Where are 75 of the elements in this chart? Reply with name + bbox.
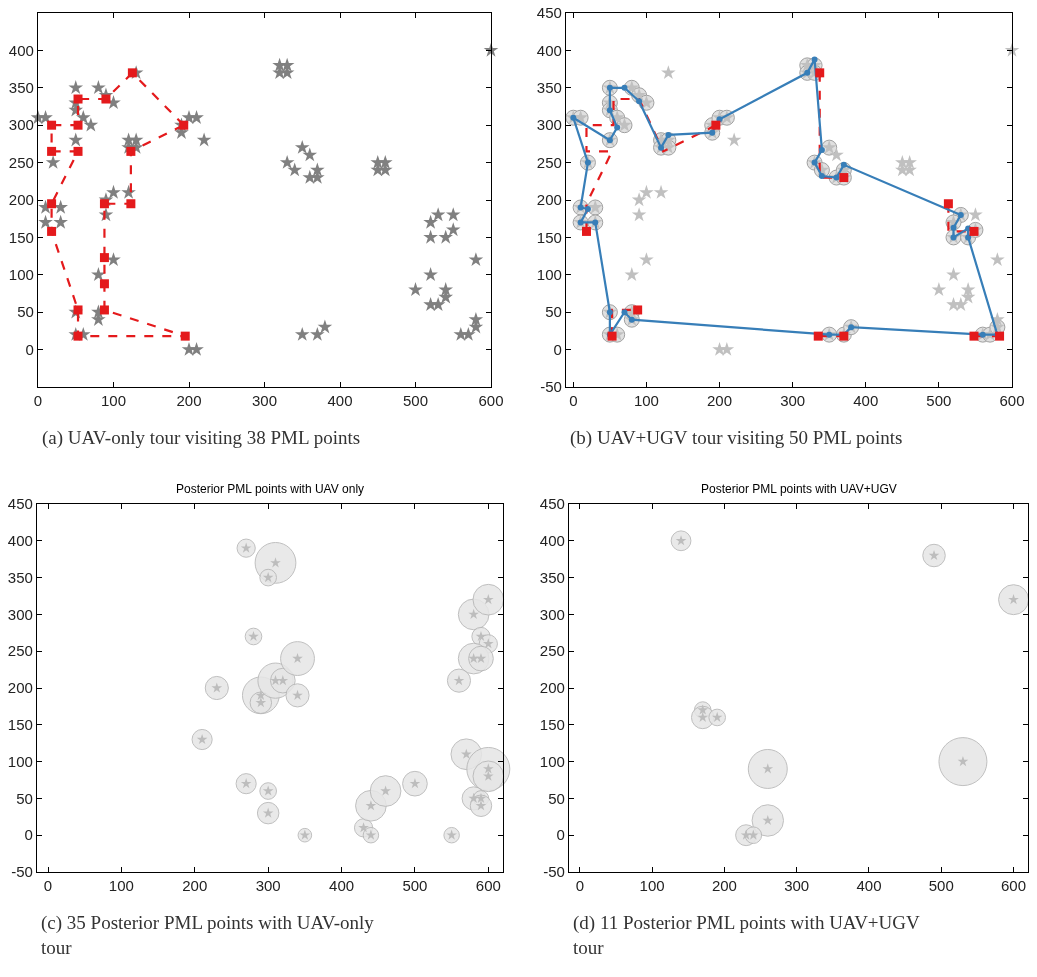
x-tick-label: 200 (176, 392, 202, 410)
y-tick-label: 300 (539, 605, 565, 623)
y-tick-label: 150 (539, 716, 565, 734)
x-tick-label: 100 (639, 877, 665, 895)
x-tick-label: 300 (784, 877, 810, 895)
y-tick-label: 400 (539, 532, 565, 550)
y-tick-label: 0 (25, 340, 34, 358)
chart-title: Posterior PML points with UAV+UGV (701, 482, 897, 496)
y-tick-label: 450 (536, 4, 562, 22)
y-tick-label: 250 (8, 153, 34, 171)
x-tick-label: 0 (575, 877, 585, 895)
x-tick-label: 500 (928, 877, 954, 895)
x-tick-label: 300 (780, 392, 806, 410)
y-tick-label: 0 (24, 826, 33, 844)
x-tick-label: 200 (182, 877, 208, 895)
y-tick-label: 300 (8, 116, 34, 134)
y-tick-label: 400 (7, 532, 33, 550)
y-tick-label: -50 (11, 863, 33, 881)
text: (c) 35 Posterior PML points with UAV-only tour (41, 912, 375, 958)
x-tick-label: 100 (108, 877, 134, 895)
y-tick-label: 350 (536, 79, 562, 97)
x-tick-label: 600 (1001, 877, 1027, 895)
x-tick-label: 400 (853, 392, 879, 410)
x-tick-label: 0 (569, 392, 578, 410)
y-tick-label: 250 (539, 642, 565, 660)
y-tick-label: 350 (8, 79, 34, 97)
x-tick-label: 100 (633, 392, 659, 410)
x-tick-label: 300 (251, 392, 278, 410)
y-tick-label: 50 (16, 789, 33, 807)
text: (d) 11 Posterior PML points with UAV+UGV tour (573, 912, 921, 958)
y-tick-label: 150 (536, 228, 562, 246)
y-tick-label: 100 (7, 752, 33, 770)
x-tick-label: 400 (329, 877, 355, 895)
y-tick-label: -50 (543, 863, 565, 881)
y-tick-label: 200 (539, 679, 565, 697)
x-tick-label: 100 (100, 392, 127, 410)
y-tick-label: 50 (545, 303, 562, 321)
x-tick-label: 200 (707, 392, 733, 410)
x-tick-label: 400 (327, 392, 353, 410)
y-tick-label: 400 (536, 41, 562, 59)
y-tick-label: 350 (7, 568, 33, 586)
y-tick-label: 250 (7, 642, 33, 660)
y-tick-label: 450 (7, 495, 33, 513)
y-tick-label: 150 (8, 228, 34, 246)
x-tick-label: 500 (402, 877, 428, 895)
y-tick-label: 0 (556, 826, 565, 844)
y-tick-label: 200 (7, 679, 33, 697)
y-tick-label: 200 (8, 191, 34, 209)
x-tick-label: 600 (478, 392, 504, 410)
y-tick-label: 250 (536, 153, 562, 171)
chart-title: Posterior PML points with UAV only (176, 482, 365, 496)
x-tick-label: 0 (43, 877, 53, 895)
y-tick-label: 300 (536, 116, 562, 134)
x-tick-label: 500 (402, 392, 429, 410)
x-tick-label: 600 (999, 392, 1025, 410)
y-tick-label: 0 (553, 340, 562, 358)
text: (b) UAV+UGV tour visiting 50 PML points (570, 427, 903, 449)
x-tick-label: 300 (255, 877, 281, 895)
y-tick-label: 400 (8, 41, 34, 59)
y-tick-label: 50 (548, 789, 565, 807)
y-tick-label: 100 (8, 266, 34, 284)
y-tick-label: -50 (540, 378, 562, 396)
x-tick-label: 200 (711, 877, 737, 895)
y-tick-label: 50 (17, 303, 34, 321)
y-tick-label: 300 (7, 605, 33, 623)
y-tick-label: 350 (539, 568, 565, 586)
x-tick-label: 400 (856, 877, 882, 895)
x-tick-label: 500 (926, 392, 952, 410)
y-tick-label: 200 (536, 191, 562, 209)
y-tick-label: 450 (539, 495, 565, 513)
text: (a) UAV-only tour visiting 38 PML points (42, 427, 361, 449)
x-tick-label: 600 (475, 877, 501, 895)
y-tick-label: 100 (536, 266, 562, 284)
y-tick-label: 100 (539, 752, 565, 770)
y-tick-label: 150 (7, 716, 33, 734)
